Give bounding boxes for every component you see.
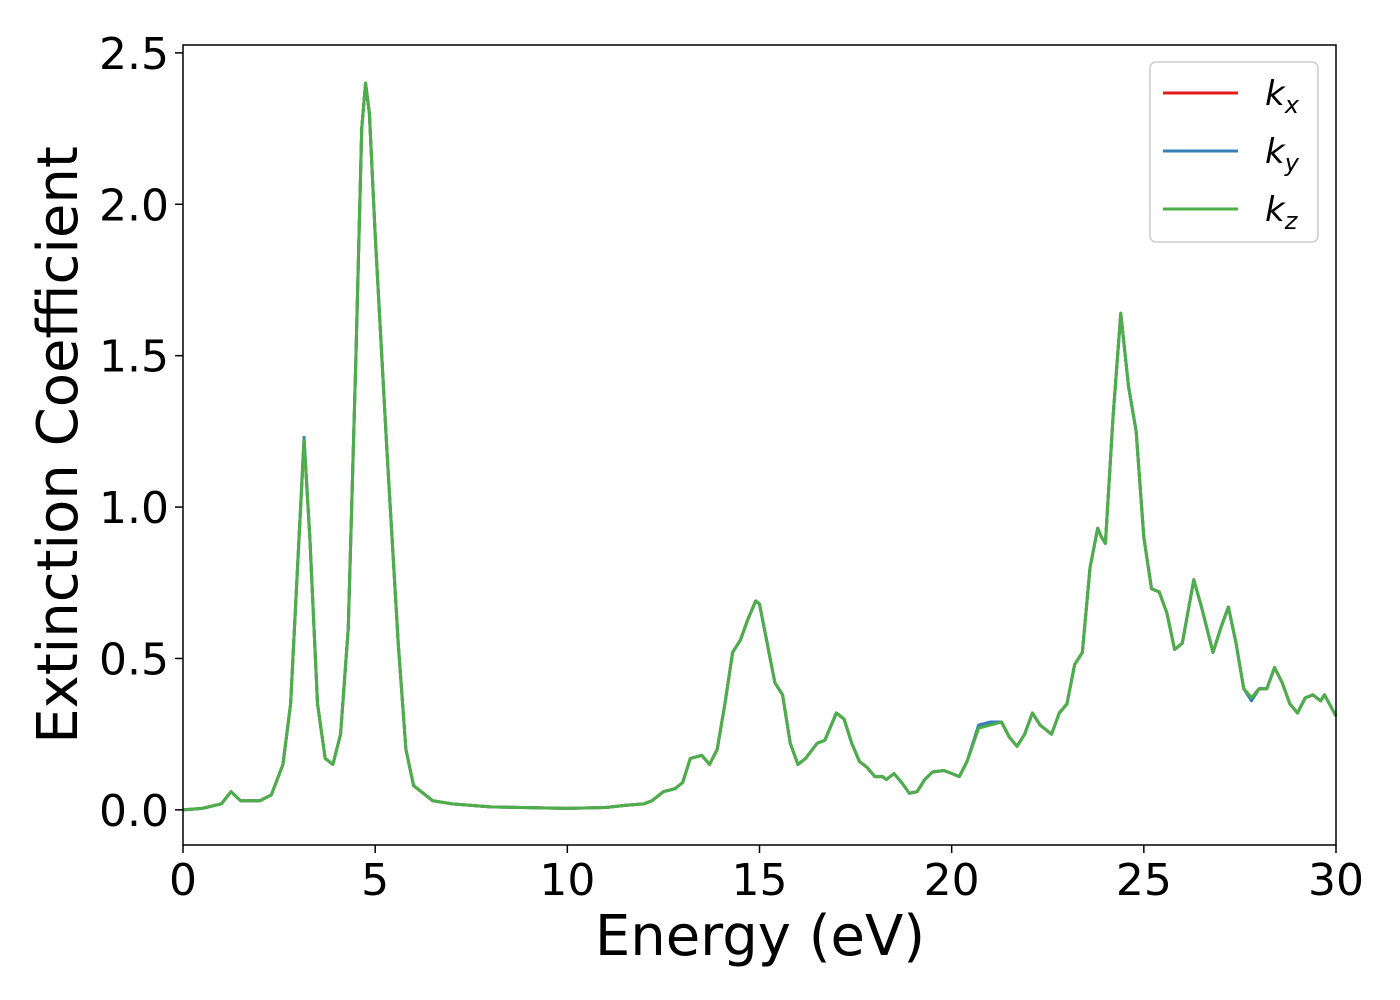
legend-label: kz (1265, 190, 1299, 235)
x-tick-label: 15 (732, 855, 788, 906)
y-tick-label: 0.0 (99, 786, 169, 837)
y-tick-label: 2.5 (99, 29, 169, 80)
y-axis-label: Extinction Coefficient (26, 146, 91, 744)
legend-label: kx (1265, 74, 1300, 119)
series-line (182, 81, 1338, 812)
y-tick-label: 1.5 (99, 332, 169, 383)
x-axis-label: Energy (eV) (595, 904, 925, 969)
x-tick-label: 25 (1116, 855, 1172, 906)
y-tick-label: 0.5 (99, 634, 169, 685)
x-tick-label: 0 (169, 855, 197, 906)
x-tick-label: 10 (539, 855, 595, 906)
legend: kx ky kz (1149, 61, 1319, 243)
x-tick-label: 20 (924, 855, 980, 906)
y-tick-label: 1.0 (99, 483, 169, 534)
y-tick-label: 2.0 (99, 180, 169, 231)
legend-label: ky (1265, 132, 1300, 177)
plot-frame (182, 44, 1337, 846)
x-tick-label: 30 (1308, 855, 1364, 906)
x-tick-label: 5 (361, 855, 389, 906)
